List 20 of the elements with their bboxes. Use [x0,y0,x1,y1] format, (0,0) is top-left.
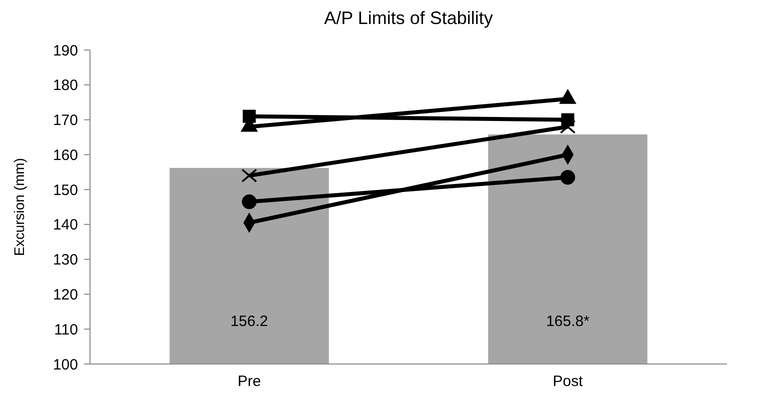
y-tick-label: 160 [52,146,78,164]
x-tick-label: Pre [238,373,261,390]
y-tick-label: 190 [52,42,78,60]
y-tick-label: 140 [52,216,78,234]
point [560,120,576,134]
y-tick-label: 130 [52,252,78,269]
y-axis-title: Excursion (mm) [11,158,27,256]
point [241,168,258,182]
y-tick-label: 110 [54,321,78,338]
point [242,194,257,210]
point [560,170,576,185]
data-label: 156.2 [230,313,268,330]
y-tick-label: 150 [52,182,78,199]
y-tick-label: 100 [52,356,78,374]
chart-title: A/P Limits of Stability [324,8,493,28]
x-tick-label: Post [552,373,584,390]
data-label: 165.8* [546,313,590,330]
y-tick-label: 180 [52,77,78,94]
y-tick-label: 120 [52,286,78,304]
y-tick-label: 170 [52,112,78,130]
